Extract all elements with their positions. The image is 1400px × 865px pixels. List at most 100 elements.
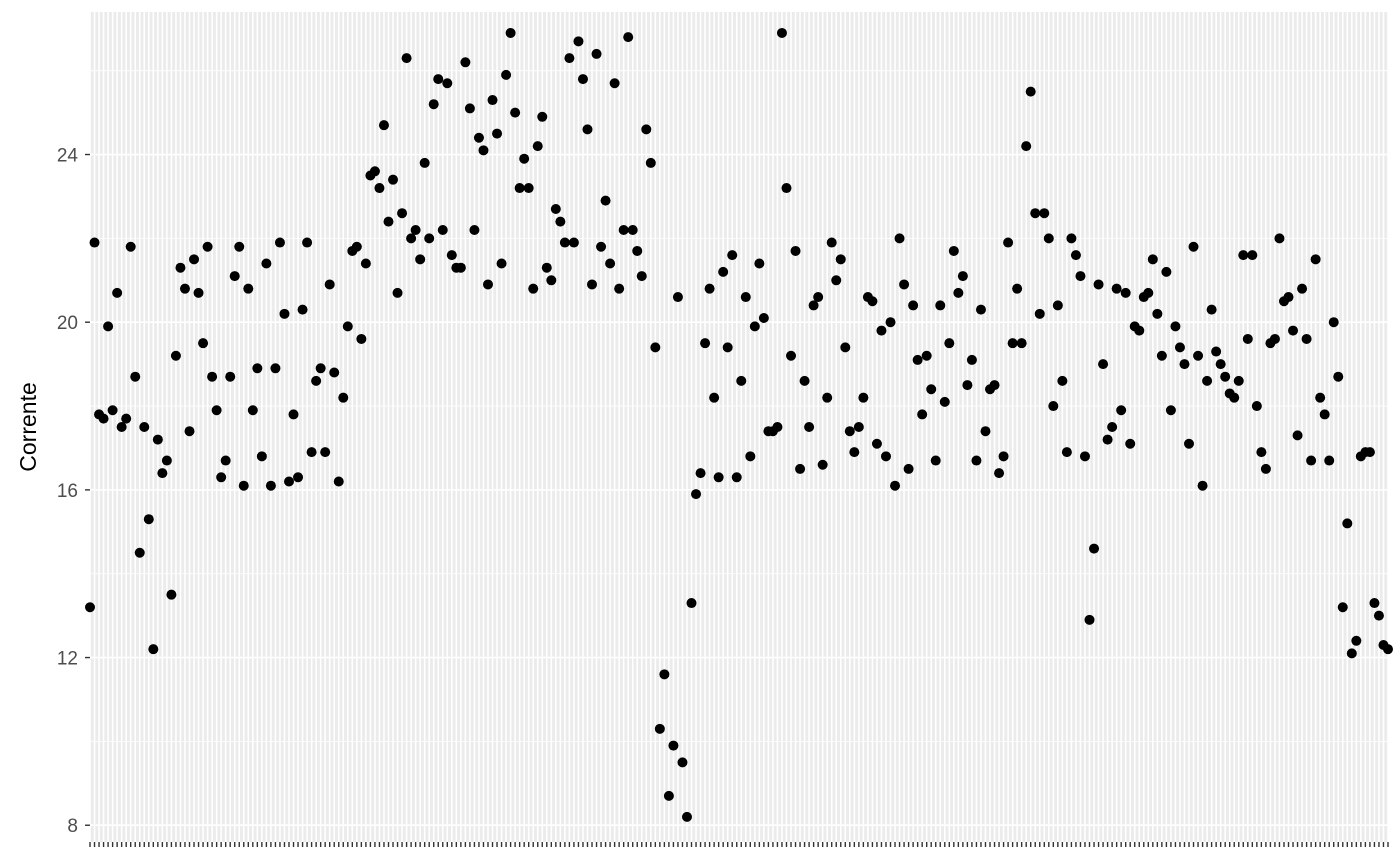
data-point xyxy=(890,480,901,491)
data-point xyxy=(713,472,724,483)
data-point xyxy=(1229,392,1240,403)
data-point xyxy=(1337,602,1348,613)
data-point xyxy=(1066,233,1077,244)
data-point xyxy=(1025,86,1036,97)
data-point xyxy=(189,254,200,265)
data-point xyxy=(1048,401,1059,412)
data-point xyxy=(1301,333,1312,344)
data-point xyxy=(1012,283,1023,294)
data-point xyxy=(944,338,955,349)
data-point xyxy=(935,300,946,311)
data-point xyxy=(1156,350,1167,361)
data-point xyxy=(356,333,367,344)
data-point xyxy=(1238,250,1249,261)
data-point xyxy=(695,468,706,479)
data-point xyxy=(1346,648,1357,659)
data-point xyxy=(374,183,385,194)
data-point xyxy=(528,283,539,294)
data-point xyxy=(510,107,521,118)
data-point xyxy=(482,279,493,290)
data-point xyxy=(645,157,656,168)
data-point xyxy=(853,422,864,432)
data-point xyxy=(523,183,534,194)
data-point xyxy=(632,245,643,256)
data-point xyxy=(161,455,172,466)
data-point xyxy=(329,367,340,378)
data-point xyxy=(858,392,869,403)
data-point xyxy=(1021,141,1032,152)
data-point xyxy=(790,245,801,256)
data-point xyxy=(1256,447,1267,458)
data-point xyxy=(605,258,616,269)
data-points xyxy=(85,27,1393,822)
data-point xyxy=(1373,610,1384,621)
data-point xyxy=(840,342,851,353)
data-point xyxy=(320,447,331,458)
data-point xyxy=(157,468,168,479)
data-point xyxy=(265,480,276,491)
data-point xyxy=(731,472,742,483)
data-point xyxy=(1369,598,1380,609)
data-point xyxy=(152,434,163,445)
data-point xyxy=(641,124,652,135)
data-point xyxy=(758,313,769,324)
data-point xyxy=(388,174,399,185)
data-point xyxy=(1306,455,1317,466)
data-point xyxy=(333,476,344,487)
data-point xyxy=(957,271,968,282)
data-point xyxy=(193,287,204,298)
data-point xyxy=(681,811,692,822)
data-point xyxy=(225,371,236,382)
data-point xyxy=(293,472,304,483)
data-point xyxy=(939,396,950,407)
data-point xyxy=(908,300,919,311)
data-point xyxy=(338,392,349,403)
data-point xyxy=(591,48,602,59)
data-point xyxy=(559,237,570,248)
data-point xyxy=(600,195,611,206)
data-point xyxy=(772,422,783,432)
data-point xyxy=(501,69,512,80)
data-point xyxy=(216,472,227,483)
data-point xyxy=(1043,233,1054,244)
data-point xyxy=(636,271,647,282)
data-point xyxy=(880,451,891,462)
y-tick-label: 16 xyxy=(57,481,78,502)
data-point xyxy=(360,258,371,269)
data-point xyxy=(1057,375,1068,386)
data-point xyxy=(975,304,986,315)
data-point xyxy=(1179,359,1190,370)
data-point xyxy=(1202,375,1213,386)
data-point xyxy=(1034,308,1045,319)
data-point xyxy=(1170,321,1181,332)
data-point xyxy=(1098,359,1109,370)
data-point xyxy=(487,95,498,106)
data-point xyxy=(817,459,828,470)
data-point xyxy=(369,166,380,177)
data-point xyxy=(953,287,964,298)
data-point xyxy=(704,283,715,294)
data-point xyxy=(831,275,842,286)
data-point xyxy=(252,363,263,374)
data-point xyxy=(749,321,760,332)
data-point xyxy=(541,262,552,273)
data-point xyxy=(112,287,123,298)
data-point xyxy=(618,224,629,235)
y-tick-label: 12 xyxy=(57,649,78,670)
data-point xyxy=(1147,254,1158,265)
data-point xyxy=(1070,250,1081,261)
data-point xyxy=(786,350,797,361)
data-point xyxy=(198,338,209,349)
data-point xyxy=(867,296,878,307)
data-point xyxy=(903,463,914,474)
data-point xyxy=(962,380,973,391)
data-point xyxy=(899,279,910,290)
data-point xyxy=(85,602,95,613)
data-point xyxy=(1242,333,1253,344)
data-point xyxy=(550,204,561,215)
data-point xyxy=(718,266,729,277)
data-point xyxy=(966,354,977,365)
data-point xyxy=(148,644,159,655)
data-point xyxy=(971,455,982,466)
data-point xyxy=(555,216,566,227)
